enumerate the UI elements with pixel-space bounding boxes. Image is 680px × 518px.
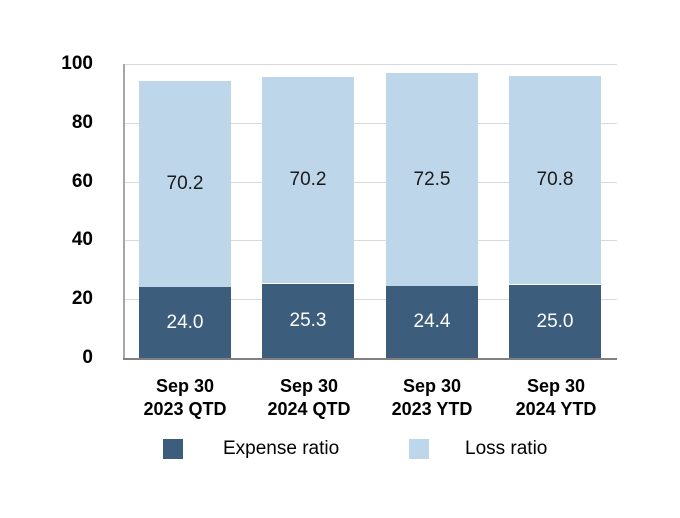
bar-value-label: 25.0: [536, 311, 574, 332]
legend-item-loss-ratio: Loss ratio: [409, 438, 548, 459]
x-axis-category-label: Sep 30 2024 QTD: [247, 375, 371, 421]
bar-segment-expense-ratio: 24.0: [139, 287, 231, 358]
bar-segment-loss-ratio: 70.2: [262, 77, 354, 283]
legend-label: Loss ratio: [465, 438, 548, 459]
bar-value-label: 70.2: [166, 173, 204, 194]
bar-segment-expense-ratio: 25.3: [262, 284, 354, 358]
bar-value-label: 25.3: [289, 310, 327, 331]
x-axis-category-line: Sep 30: [279, 376, 339, 396]
gridline-20: [123, 299, 617, 300]
x-axis-category-line: 2023 QTD: [143, 399, 227, 419]
x-axis-category-line: Sep 30: [402, 376, 462, 396]
y-axis-tick-label: 60: [71, 171, 93, 192]
x-axis-category-label: Sep 30 2024 YTD: [494, 375, 618, 421]
gridline-100: [123, 64, 617, 65]
bar-value-label: 72.5: [413, 168, 451, 190]
bar-value-label: 24.4: [413, 311, 451, 332]
bar-value-label: 24.0: [166, 311, 204, 333]
y-axis-tick-label: 20: [71, 288, 93, 309]
legend-item-expense-ratio: Expense ratio: [163, 438, 340, 459]
y-axis-tick-label: 80: [71, 112, 93, 133]
x-axis-line: [123, 358, 617, 360]
bar-value-label: 70.2: [289, 169, 327, 190]
x-axis-category-line: 2024 YTD: [515, 399, 597, 419]
legend-swatch-icon: [409, 439, 429, 459]
bar-segment-loss-ratio: 72.5: [386, 73, 478, 286]
y-axis-line: [123, 64, 125, 358]
bar-segment-loss-ratio: 70.2: [139, 81, 231, 287]
bar-segment-expense-ratio: 24.4: [386, 286, 478, 358]
gridline-60: [123, 182, 617, 183]
x-axis-category-line: 2023 YTD: [391, 399, 473, 419]
x-axis-category-line: Sep 30: [155, 376, 215, 396]
bar-value-label: 70.8: [536, 169, 574, 190]
x-axis-category-line: 2024 QTD: [267, 399, 351, 419]
x-axis-category-label: Sep 30 2023 QTD: [123, 375, 247, 421]
gridline-40: [123, 240, 617, 241]
bar-segment-loss-ratio: 70.8: [509, 76, 601, 284]
y-axis-tick-label: 100: [61, 53, 93, 74]
x-axis-category-label: Sep 30 2023 YTD: [370, 375, 494, 421]
bar-segment-expense-ratio: 25.0: [509, 285, 601, 359]
legend-swatch-icon: [163, 439, 183, 459]
gridline-80: [123, 123, 617, 124]
legend-label: Expense ratio: [223, 438, 340, 459]
x-axis-category-line: Sep 30: [526, 376, 586, 396]
y-axis-tick-label: 0: [82, 347, 93, 368]
y-axis-tick-label: 40: [71, 229, 93, 250]
